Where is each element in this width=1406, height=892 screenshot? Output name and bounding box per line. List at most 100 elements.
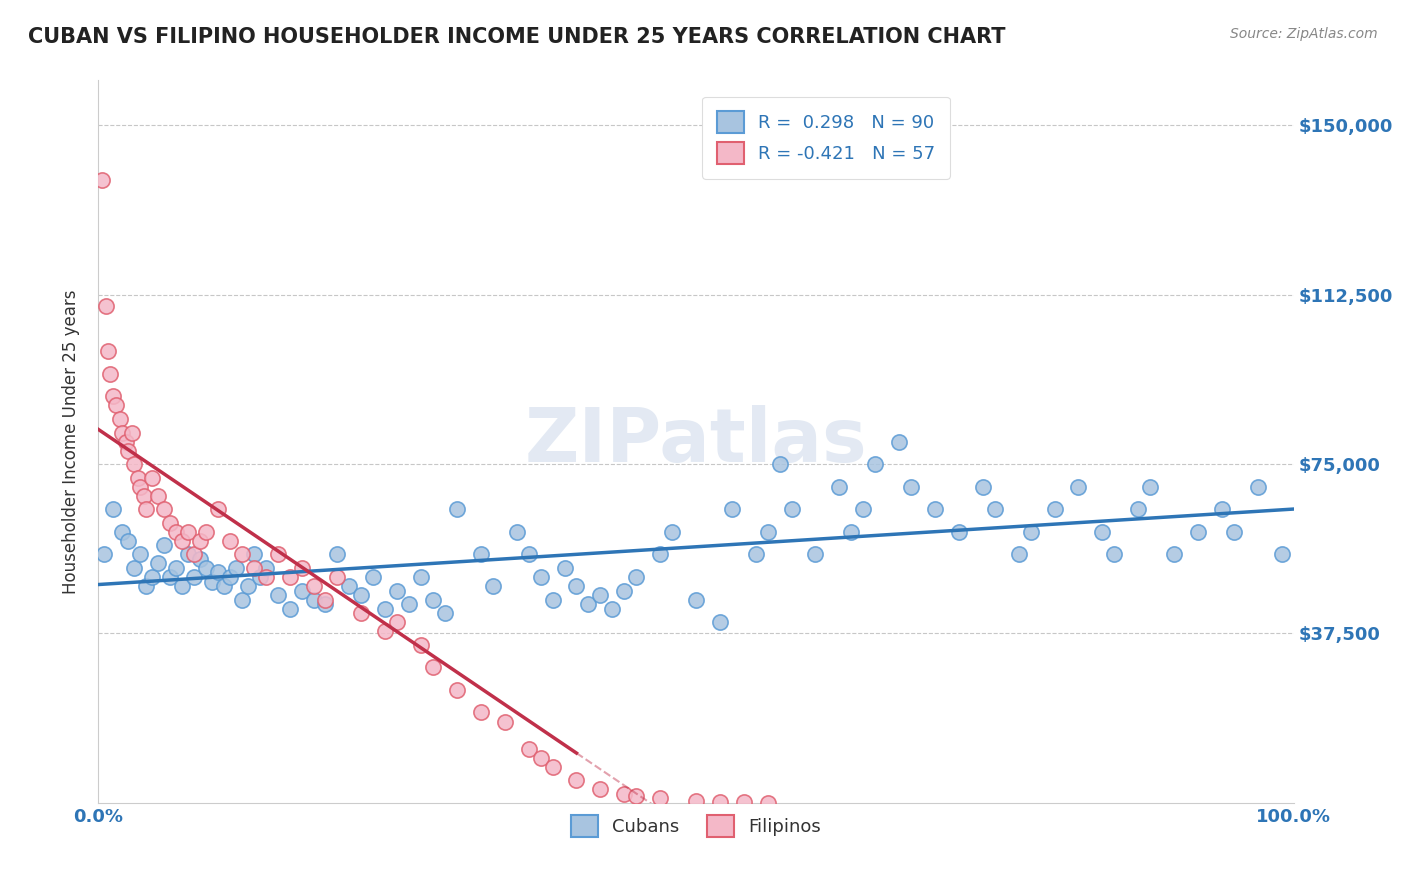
Point xyxy=(350,606,373,620)
Point xyxy=(177,524,200,539)
Point xyxy=(709,615,731,630)
Point xyxy=(398,597,420,611)
Point xyxy=(278,601,301,615)
Point xyxy=(101,502,124,516)
Point xyxy=(135,579,157,593)
Point xyxy=(231,592,253,607)
Point xyxy=(111,524,134,539)
Point xyxy=(470,706,492,720)
Point xyxy=(302,592,325,607)
Point xyxy=(94,299,117,313)
Point xyxy=(267,548,290,562)
Point xyxy=(243,561,266,575)
Point xyxy=(153,502,176,516)
Point xyxy=(422,592,444,607)
Point xyxy=(1043,502,1066,516)
Point xyxy=(111,425,134,440)
Point xyxy=(517,741,540,756)
Text: ZIPatlas: ZIPatlas xyxy=(524,405,868,478)
Point xyxy=(350,588,373,602)
Point xyxy=(132,489,155,503)
Point xyxy=(183,570,205,584)
Point xyxy=(530,570,553,584)
Point xyxy=(117,533,139,548)
Point xyxy=(411,570,433,584)
Point xyxy=(315,592,337,607)
Point xyxy=(924,502,946,516)
Point xyxy=(554,561,576,575)
Point xyxy=(1008,548,1031,562)
Point xyxy=(141,470,163,484)
Point xyxy=(148,557,170,571)
Point xyxy=(153,538,176,552)
Point xyxy=(195,524,218,539)
Point xyxy=(422,660,444,674)
Point xyxy=(326,548,349,562)
Point xyxy=(578,597,600,611)
Point xyxy=(721,502,744,516)
Point xyxy=(278,570,301,584)
Point xyxy=(434,606,457,620)
Y-axis label: Householder Income Under 25 years: Householder Income Under 25 years xyxy=(62,289,80,594)
Point xyxy=(236,579,259,593)
Text: CUBAN VS FILIPINO HOUSEHOLDER INCOME UNDER 25 YEARS CORRELATION CHART: CUBAN VS FILIPINO HOUSEHOLDER INCOME UND… xyxy=(28,27,1005,46)
Point xyxy=(165,561,187,575)
Point xyxy=(101,389,124,403)
Point xyxy=(494,714,516,729)
Point xyxy=(129,548,152,562)
Point xyxy=(115,434,138,449)
Point xyxy=(91,172,114,186)
Point xyxy=(385,615,409,630)
Point xyxy=(626,570,648,584)
Point xyxy=(124,561,146,575)
Point xyxy=(183,548,205,562)
Point xyxy=(124,457,146,471)
Point xyxy=(254,561,277,575)
Point xyxy=(948,524,970,539)
Point xyxy=(201,574,224,589)
Point xyxy=(626,789,648,803)
Point xyxy=(804,548,827,562)
Point xyxy=(411,638,433,652)
Point xyxy=(129,480,152,494)
Point xyxy=(650,548,672,562)
Legend: Cubans, Filipinos: Cubans, Filipinos xyxy=(564,808,828,845)
Point xyxy=(105,398,128,412)
Point xyxy=(141,570,163,584)
Point xyxy=(685,592,707,607)
Point xyxy=(565,773,588,788)
Point xyxy=(541,760,564,774)
Point xyxy=(984,502,1007,516)
Point xyxy=(127,470,149,484)
Point xyxy=(709,795,731,809)
Point xyxy=(1247,480,1270,494)
Point xyxy=(108,412,131,426)
Point xyxy=(1271,548,1294,562)
Point xyxy=(254,570,277,584)
Point xyxy=(1019,524,1042,539)
Point xyxy=(1211,502,1233,516)
Point xyxy=(225,561,247,575)
Point xyxy=(889,434,911,449)
Point xyxy=(769,457,792,471)
Point xyxy=(1104,548,1126,562)
Point xyxy=(249,570,271,584)
Point xyxy=(363,570,385,584)
Point xyxy=(685,793,707,807)
Point xyxy=(339,579,361,593)
Point xyxy=(172,579,194,593)
Point xyxy=(745,548,768,562)
Point xyxy=(326,570,349,584)
Point xyxy=(1091,524,1114,539)
Point xyxy=(135,502,157,516)
Point xyxy=(756,796,779,810)
Point xyxy=(177,548,200,562)
Point xyxy=(243,548,266,562)
Point xyxy=(117,443,139,458)
Point xyxy=(589,588,612,602)
Point xyxy=(900,480,922,494)
Point xyxy=(165,524,187,539)
Point xyxy=(98,367,122,381)
Point xyxy=(385,583,409,598)
Point xyxy=(291,561,314,575)
